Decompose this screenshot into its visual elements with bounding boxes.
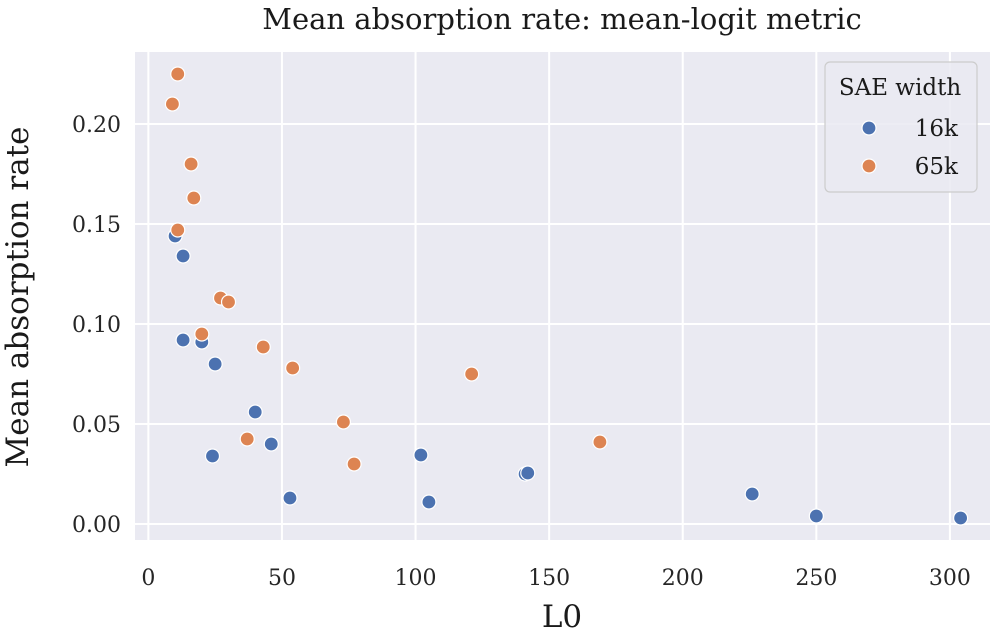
x-tick-label: 300 (929, 566, 971, 591)
legend-marker-65k (861, 158, 877, 174)
data-point-65k (592, 434, 608, 450)
data-point-65k (194, 326, 210, 342)
x-tick-label: 100 (395, 566, 437, 591)
x-tick-label: 50 (268, 566, 296, 591)
legend-label-16k: 16k (915, 116, 959, 142)
x-tick-label: 0 (141, 566, 155, 591)
x-axis-label: L0 (542, 599, 582, 635)
legend-title: SAE width (839, 75, 961, 101)
data-point-65k (220, 294, 237, 310)
axis-ticks: 0 50 100 150 200 250 300 0.00 0.05 0.10 0.15 0.20 (72, 113, 971, 591)
legend: SAE width 16k 65k (824, 61, 978, 193)
y-tick-label: 0.15 (72, 213, 121, 238)
data-point-65k (183, 156, 199, 172)
data-point-16k (263, 436, 279, 452)
x-tick-label: 250 (795, 566, 837, 591)
data-point-16k (175, 248, 191, 264)
data-point-16k (207, 356, 223, 372)
data-point-65k (346, 456, 362, 472)
y-axis-label: Mean absorption rate (0, 127, 36, 468)
data-point-16k (175, 332, 191, 348)
data-point-16k (204, 448, 221, 464)
data-point-16k (808, 508, 824, 524)
grid-lines (135, 52, 990, 540)
chart-title: Mean absorption rate: mean-logit metric (262, 2, 861, 36)
data-point-65k (285, 360, 301, 376)
data-point-16k (282, 490, 298, 506)
x-tick-label: 150 (528, 566, 570, 591)
legend-label-65k: 65k (915, 154, 959, 180)
data-point-16k (744, 486, 760, 502)
data-point-16k (520, 465, 536, 481)
data-point-16k (421, 494, 437, 510)
data-point-65k (335, 414, 352, 430)
data-point-16k (247, 404, 263, 420)
data-point-16k (413, 447, 429, 463)
data-point-16k (953, 510, 969, 526)
y-tick-label: 0.00 (72, 513, 121, 538)
data-point-65k (464, 366, 480, 382)
legend-marker-16k (861, 120, 877, 136)
y-tick-label: 0.10 (72, 313, 121, 338)
data-point-65k (170, 66, 186, 82)
y-tick-label: 0.20 (72, 113, 121, 138)
data-point-65k (255, 339, 271, 355)
data-point-65k (186, 190, 202, 206)
legend-box (824, 61, 978, 193)
data-points (164, 66, 969, 526)
data-point-65k (239, 431, 255, 447)
data-point-65k (164, 96, 181, 112)
y-tick-label: 0.05 (72, 413, 121, 438)
data-point-65k (170, 222, 186, 238)
x-tick-label: 200 (662, 566, 704, 591)
